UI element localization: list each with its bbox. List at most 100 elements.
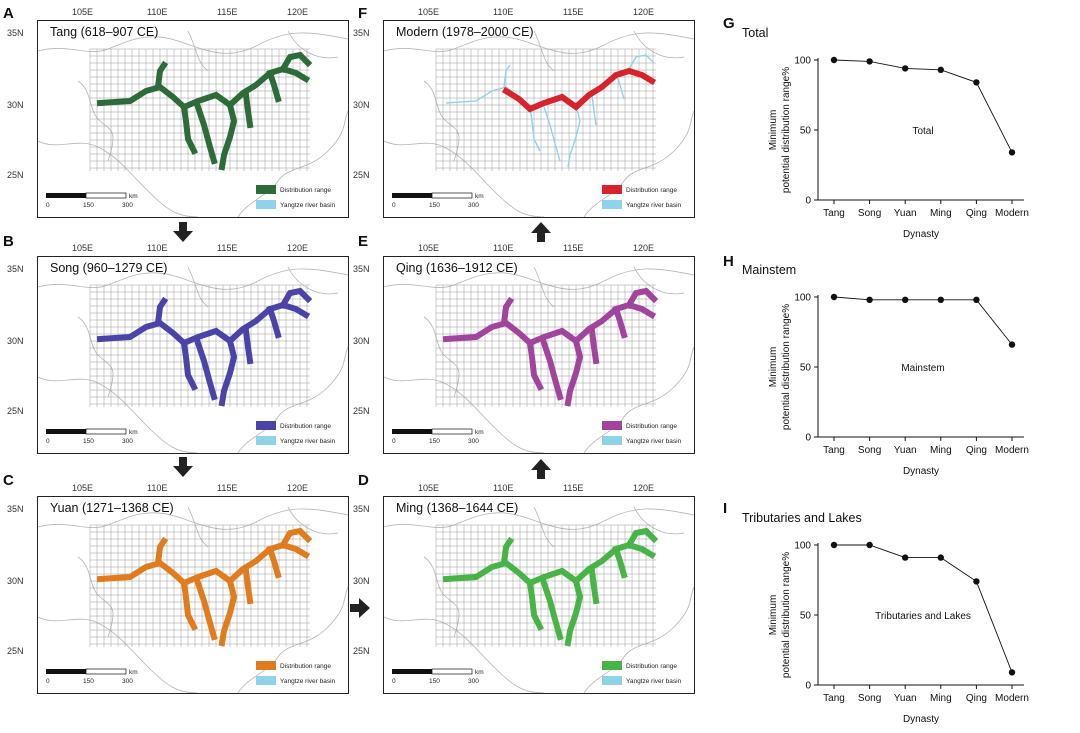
x-tick-label: Qing <box>966 445 987 456</box>
map-graphic: 0 150 300 km Distribution range Yangtze river… <box>38 266 348 453</box>
legend-distribution-range: Distribution range <box>280 423 331 430</box>
latitude-tick: 35N <box>7 28 24 38</box>
series-line <box>833 296 1013 345</box>
panel-letter-a: A <box>3 5 14 22</box>
map-title: Tang (618–907 CE) <box>50 25 159 39</box>
scale-unit: km <box>475 429 484 436</box>
latitude-tick: 25N <box>7 646 24 656</box>
panel-letter-e: E <box>358 233 369 250</box>
legend-distribution-range: Distribution range <box>626 663 677 670</box>
panel-letter-c: C <box>3 472 14 489</box>
latitude-tick: 25N <box>353 646 370 656</box>
y-tick-label: 100 <box>794 56 811 67</box>
scale-label: 0 <box>46 678 50 685</box>
scale-label: 300 <box>468 678 479 685</box>
data-point <box>902 554 909 561</box>
map-panel-b: 0 150 300 km Distribution range Yangtze river… <box>37 256 349 454</box>
latitude-tick: 25N <box>353 406 370 416</box>
map-graphic: 0 150 300 km Distribution range Yangtze river… <box>38 506 348 693</box>
longitude-tick: 105E <box>418 7 440 17</box>
map-graphic: 0 150 300 km Distribution range Yangtze river… <box>384 506 694 693</box>
map-title: Song (960–1279 CE) <box>50 261 168 275</box>
x-axis-label: Dynasty <box>903 714 939 725</box>
y-axis-label: Minimum <box>768 595 779 636</box>
right-arrow-icon <box>350 598 370 618</box>
data-point <box>830 293 838 301</box>
longitude-tick: 105E <box>72 243 94 253</box>
map-graphic: 0 150 300 km Distribution range Yangtze river… <box>384 30 694 217</box>
y-tick-label: 100 <box>794 293 811 304</box>
scale-label: 150 <box>83 202 94 209</box>
latitude-tick: 30N <box>7 100 24 110</box>
longitude-tick: 105E <box>72 7 94 17</box>
data-point <box>902 296 909 303</box>
y-axis-label: Minimum <box>768 347 779 388</box>
line-chart-h: 0 50 100 Tang Song Yuan Ming Qing Modern Mainstem… <box>768 293 1029 478</box>
y-axis-label: potential distribution range% <box>781 552 792 678</box>
longitude-tick: 105E <box>418 483 440 493</box>
longitude-tick: 120E <box>633 483 655 493</box>
data-point <box>866 296 873 303</box>
data-point <box>973 296 980 303</box>
map-graphic: 0 150 300 km Distribution range Yangtze river… <box>38 30 348 217</box>
data-point <box>1008 149 1016 156</box>
longitude-tick: 120E <box>287 243 309 253</box>
latitude-tick: 30N <box>353 100 370 110</box>
scale-label: 300 <box>122 678 133 685</box>
x-tick-label: Song <box>858 208 881 219</box>
latitude-tick: 25N <box>7 170 24 180</box>
longitude-tick: 110E <box>147 243 168 253</box>
scale-unit: km <box>129 669 138 676</box>
legend-distribution-range: Distribution range <box>626 187 677 194</box>
x-tick-label: Ming <box>930 445 952 456</box>
data-point <box>830 541 838 549</box>
x-tick-label: Tang <box>823 693 845 704</box>
line-chart-g: 0 50 100 Tang Song Yuan Ming Qing Modern Total Dyn… <box>768 56 1029 241</box>
scale-label: 150 <box>429 202 440 209</box>
longitude-tick: 105E <box>72 483 94 493</box>
chart-title: Tributaries and Lakes <box>742 511 862 525</box>
data-point <box>1008 341 1016 348</box>
data-point <box>973 79 980 86</box>
scale-label: 300 <box>468 202 479 209</box>
legend-yangtze-basin: Yangtze river basin <box>280 438 336 445</box>
longitude-tick: 115E <box>217 483 238 493</box>
panel-letter-d: D <box>358 472 369 489</box>
x-tick-label: Qing <box>966 208 987 219</box>
longitude-tick: 115E <box>563 243 584 253</box>
down-arrow-icon <box>173 222 193 242</box>
panel-letter-g: G <box>723 15 735 32</box>
latitude-tick: 30N <box>353 336 370 346</box>
legend-yangtze-basin: Yangtze river basin <box>626 438 682 445</box>
data-point <box>973 578 980 585</box>
scale-unit: km <box>129 429 138 436</box>
panel-letter-i: I <box>723 500 728 517</box>
x-tick-label: Yuan <box>894 445 917 456</box>
y-tick-label: 0 <box>805 681 811 692</box>
x-tick-label: Yuan <box>894 693 917 704</box>
series-label: Tributaries and Lakes <box>875 611 971 622</box>
map-title: Ming (1368–1644 CE) <box>396 501 519 515</box>
y-tick-label: 50 <box>800 363 812 374</box>
y-tick-label: 50 <box>800 611 812 622</box>
longitude-tick: 115E <box>563 7 584 17</box>
panel-letter-b: B <box>3 233 14 250</box>
scale-label: 300 <box>122 202 133 209</box>
x-axis-label: Dynasty <box>903 229 939 240</box>
map-title: Qing (1636–1912 CE) <box>396 261 518 275</box>
map-title: Modern (1978–2000 CE) <box>396 25 534 39</box>
map-graphic: 0 150 300 km Distribution range Yangtze river… <box>384 266 694 453</box>
legend-yangtze-basin: Yangtze river basin <box>280 678 336 685</box>
legend-yangtze-basin: Yangtze river basin <box>280 202 336 209</box>
scale-label: 150 <box>83 678 94 685</box>
x-tick-label: Ming <box>930 208 952 219</box>
scale-label: 0 <box>392 678 396 685</box>
latitude-tick: 35N <box>353 504 370 514</box>
down-arrow-icon <box>173 457 193 477</box>
chart-title: Total <box>742 26 769 40</box>
series-line <box>833 59 1013 153</box>
longitude-tick: 110E <box>493 483 514 493</box>
series-label: Total <box>912 126 933 137</box>
series-line <box>834 544 1013 673</box>
legend-yangtze-basin: Yangtze river basin <box>626 202 682 209</box>
